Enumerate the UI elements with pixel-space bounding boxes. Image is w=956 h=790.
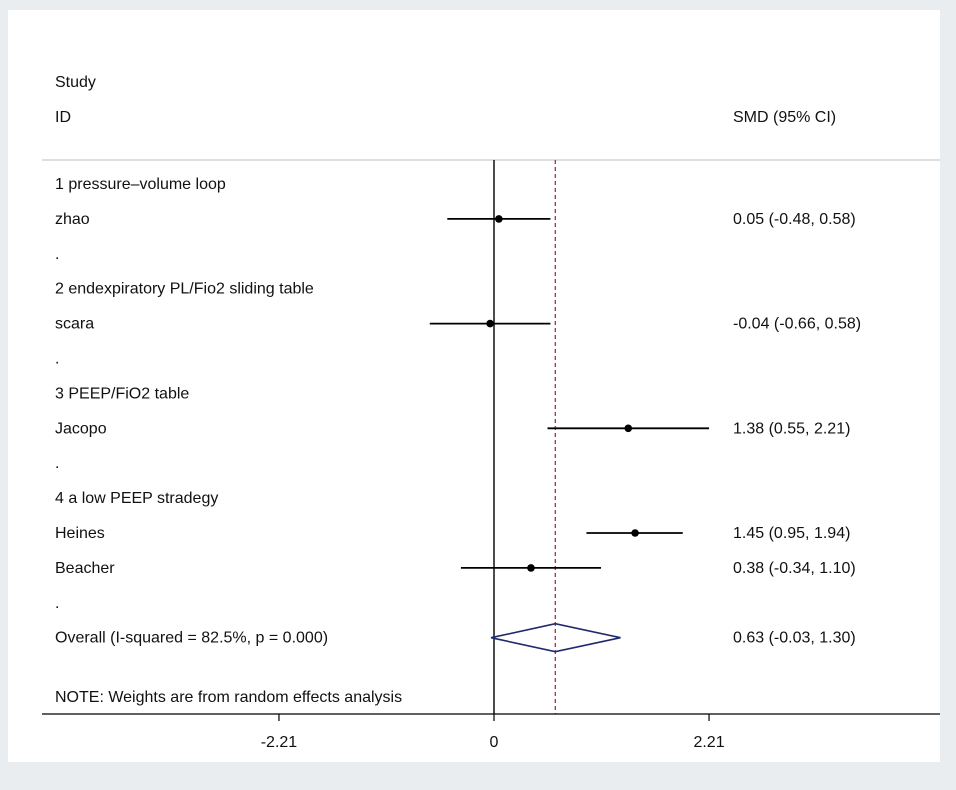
ci-value: 1.38 (0.55, 2.21) [733,420,850,437]
x-axis: -2.21 0 2.21 [42,713,940,751]
spacer-dot: . [55,595,59,612]
subgroup-label: 1 pressure–volume loop [55,176,226,193]
point-estimate [631,529,639,537]
plot-background [8,10,940,762]
ci-value: -0.04 (-0.66, 0.58) [733,316,861,333]
marks-layer [429,160,710,714]
weights-note: NOTE: Weights are from random effects an… [55,689,402,706]
x-tick-label: 0 [490,734,499,751]
subgroup-label: 3 PEEP/FiO2 table [55,385,189,402]
x-tick-label: 2.21 [693,734,724,751]
spacer-dot: . [55,351,59,368]
point-estimate [527,564,535,572]
subgroup-label: 2 endexpiratory PL/Fio2 sliding table [55,281,314,298]
header-id-label: ID [55,109,71,126]
ci-value: 0.05 (-0.48, 0.58) [733,211,856,228]
study-label: Beacher [55,560,115,577]
study-label: Heines [55,525,105,542]
ci-value: 0.63 (-0.03, 1.30) [733,630,856,647]
subgroup-label: 4 a low PEEP stradegy [55,490,218,507]
ci-value: 1.45 (0.95, 1.94) [733,525,850,542]
spacer-dot: . [55,246,59,263]
point-estimate [624,424,633,433]
study-label: Jacopo [55,420,107,437]
x-tick-label: -2.21 [261,734,298,751]
point-estimate [495,215,503,223]
header-study-label: Study [55,74,96,91]
overall-label: Overall (I-squared = 82.5%, p = 0.000) [55,630,328,647]
point-estimate [486,319,494,328]
header-effect-label: SMD (95% CI) [733,109,836,126]
ci-value: 0.38 (-0.34, 1.10) [733,560,856,577]
rows-layer: 1 pressure–volume loop zhao 0.05 (-0.48, 0… [55,176,861,647]
overall-diamond [490,622,621,653]
study-label: zhao [55,211,90,228]
study-label: scara [55,316,94,333]
spacer-dot: . [55,455,59,472]
